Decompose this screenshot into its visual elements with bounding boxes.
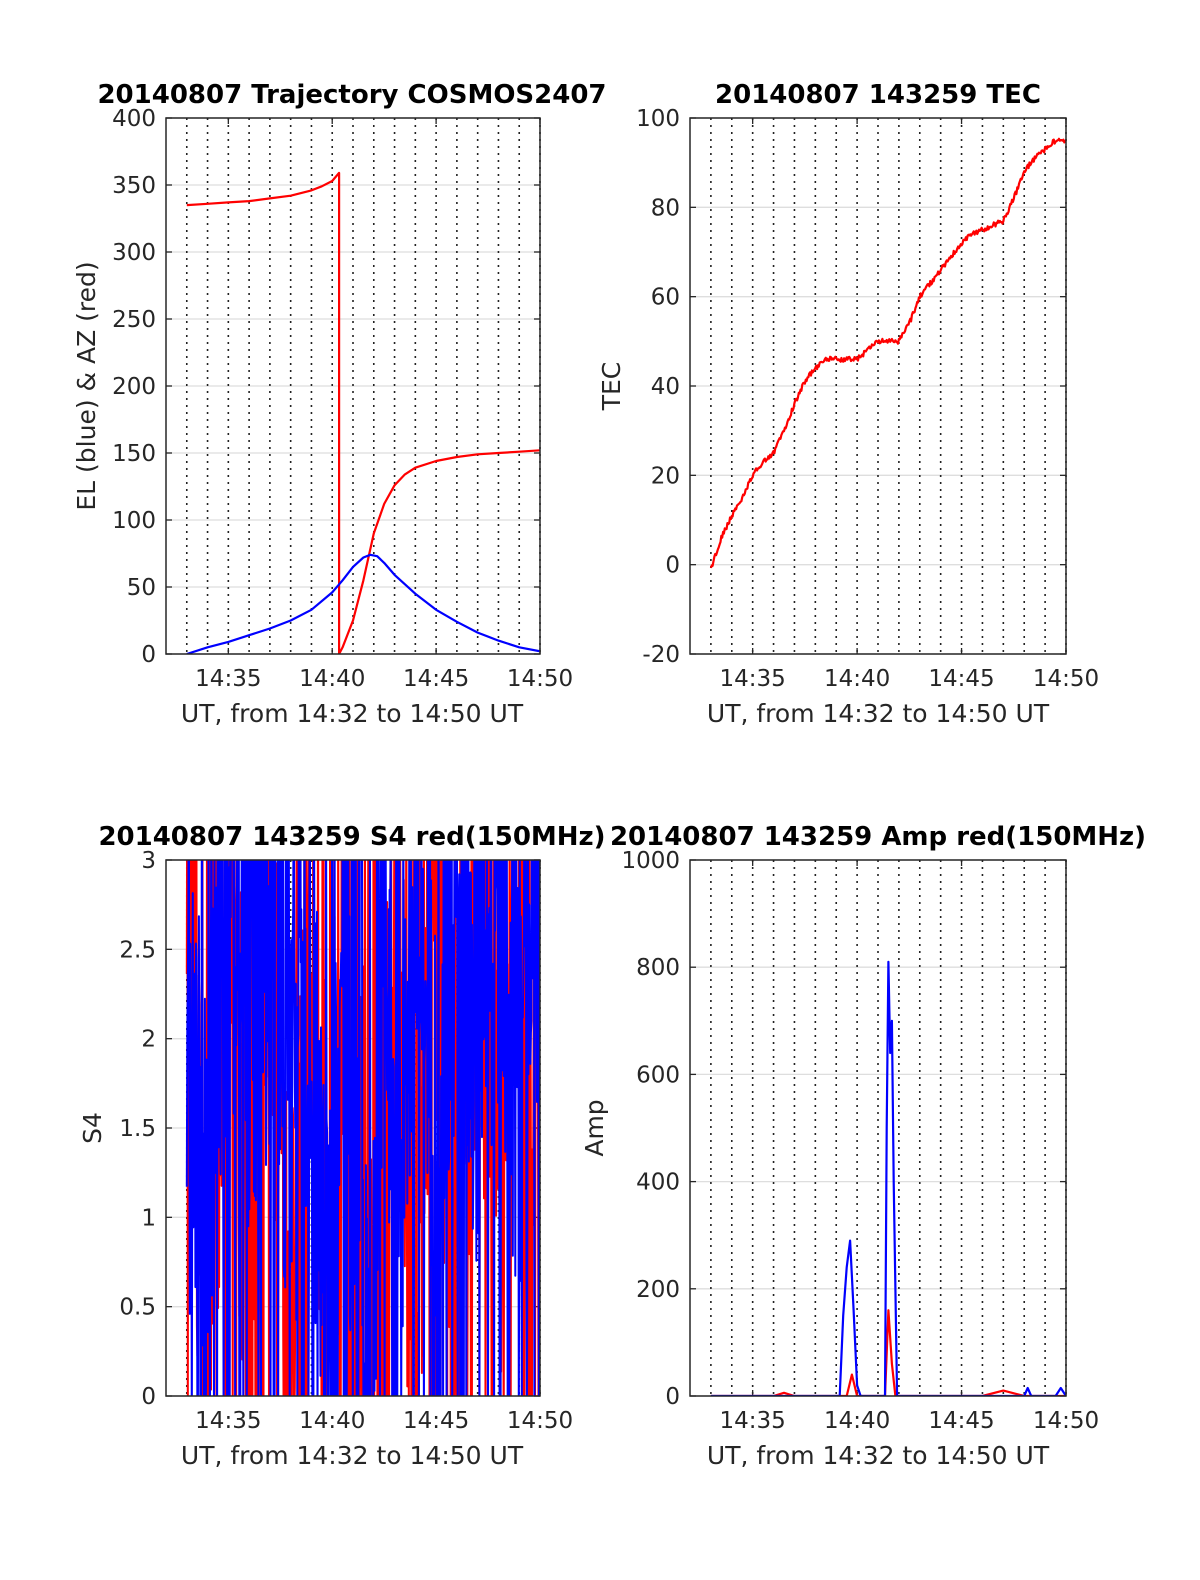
y-axis-label: Amp — [580, 1099, 609, 1156]
x-tick-label: 14:40 — [824, 666, 890, 692]
y-axis-label: TEC — [597, 362, 626, 412]
trajectory-panel: 20140807 Trajectory COSMOS2407 UT, from … — [72, 80, 607, 728]
y-tick-label: 1.5 — [119, 1116, 156, 1142]
amp-panel: 20140807 143259 Amp red(150MHz) UT, from… — [580, 822, 1146, 1470]
x-tick-label: 14:50 — [1033, 1408, 1099, 1434]
y-tick-label: 200 — [112, 374, 156, 400]
plot-area — [186, 171, 540, 654]
x-axis-label: UT, from 14:32 to 14:50 UT — [181, 699, 524, 728]
series-line — [185, 860, 540, 1396]
y-tick-label: 0 — [665, 1384, 680, 1410]
y-tick-label: 600 — [636, 1062, 680, 1088]
y-tick-label: 1 — [141, 1205, 156, 1231]
y-tick-label: 0 — [141, 642, 156, 668]
x-tick-label: 14:35 — [720, 1408, 786, 1434]
axes-frame — [689, 117, 1067, 655]
x-tick-label: 14:35 — [195, 666, 261, 692]
x-tick-label: 14:45 — [928, 1408, 994, 1434]
y-tick-label: 250 — [112, 307, 156, 333]
x-tick-label: 14:40 — [299, 1408, 365, 1434]
series-line — [186, 553, 540, 654]
x-tick-label: 14:35 — [720, 666, 786, 692]
plot-area — [710, 960, 1066, 1396]
plot-area — [709, 137, 1066, 569]
chart-title: 20140807 143259 Amp red(150MHz) — [610, 822, 1146, 852]
y-tick-label: 60 — [651, 285, 680, 311]
y-tick-label: 400 — [112, 106, 156, 132]
x-tick-label: 14:40 — [299, 666, 365, 692]
s4-panel: 20140807 143259 S4 red(150MHz) UT, from … — [78, 822, 606, 1470]
axes-frame — [689, 859, 1067, 1397]
y-tick-label: 100 — [112, 508, 156, 534]
x-axis-label: UT, from 14:32 to 14:50 UT — [707, 1441, 1050, 1470]
series-line — [710, 1309, 1066, 1396]
y-tick-label: 80 — [651, 195, 680, 221]
tec-panel: 20140807 143259 TEC UT, from 14:32 to 14… — [597, 80, 1099, 728]
chart-title: 20140807 143259 S4 red(150MHz) — [98, 822, 605, 852]
y-tick-label: 2.5 — [119, 937, 156, 963]
y-tick-label: 350 — [112, 173, 156, 199]
y-tick-label: 300 — [112, 240, 156, 266]
x-axis-label: UT, from 14:32 to 14:50 UT — [707, 699, 1050, 728]
y-tick-label: 50 — [127, 575, 156, 601]
y-tick-label: 0.5 — [119, 1295, 156, 1321]
y-tick-label: 0 — [141, 1384, 156, 1410]
series-line — [710, 960, 1066, 1396]
y-tick-label: 40 — [651, 374, 680, 400]
y-tick-label: 800 — [636, 955, 680, 981]
x-tick-label: 14:35 — [195, 1408, 261, 1434]
plot-area — [185, 860, 540, 1396]
series-line — [186, 171, 540, 654]
y-tick-label: 150 — [112, 441, 156, 467]
x-axis-label: UT, from 14:32 to 14:50 UT — [181, 1441, 524, 1470]
x-tick-label: 14:45 — [403, 666, 469, 692]
y-axis-label: EL (blue) & AZ (red) — [72, 261, 101, 510]
x-tick-label: 14:50 — [507, 1408, 573, 1434]
x-tick-label: 14:50 — [1033, 666, 1099, 692]
x-tick-label: 14:50 — [507, 666, 573, 692]
y-tick-label: 400 — [636, 1170, 680, 1196]
y-tick-label: 200 — [636, 1277, 680, 1303]
y-axis-label: S4 — [78, 1112, 107, 1144]
y-tick-label: 3 — [141, 848, 156, 874]
x-tick-label: 14:45 — [403, 1408, 469, 1434]
y-tick-label: 100 — [636, 106, 680, 132]
y-tick-label: -20 — [642, 642, 680, 668]
y-tick-label: 1000 — [621, 848, 680, 874]
series-line — [709, 137, 1066, 569]
chart-title: 20140807 143259 TEC — [715, 80, 1041, 110]
chart-title: 20140807 Trajectory COSMOS2407 — [97, 80, 606, 110]
y-tick-label: 0 — [665, 553, 680, 579]
x-tick-label: 14:40 — [824, 1408, 890, 1434]
x-tick-label: 14:45 — [928, 666, 994, 692]
axes-frame — [165, 117, 541, 655]
y-tick-label: 20 — [651, 463, 680, 489]
y-tick-label: 2 — [141, 1027, 156, 1053]
axes-frame — [165, 859, 541, 1397]
